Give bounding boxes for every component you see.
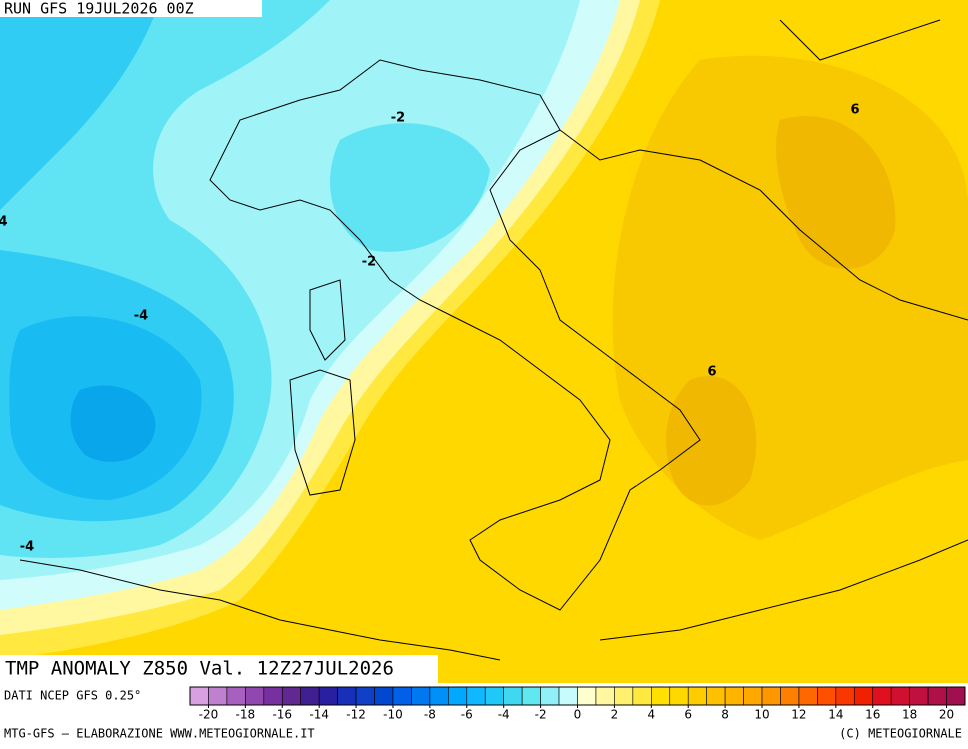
colorbar-box — [226, 686, 246, 706]
colorbar-box — [577, 686, 597, 706]
colorbar-tick-label: -2 — [535, 708, 547, 722]
colorbar-box — [374, 686, 394, 706]
colorbar-box — [724, 686, 744, 706]
colorbar-box — [595, 686, 615, 706]
colorbar-box — [817, 686, 837, 706]
colorbar-box — [189, 686, 209, 706]
footer-right: (C) METEOGIORNALE — [839, 727, 962, 741]
contour-label: 4 — [0, 215, 8, 230]
colorbar-box — [743, 686, 763, 706]
colorbar-box — [318, 686, 338, 706]
colorbar-box — [927, 686, 947, 706]
colorbar-box — [503, 686, 523, 706]
colorbar-box — [651, 686, 671, 706]
colorbar-tick-label: 2 — [611, 708, 619, 722]
colorbar-box — [466, 686, 486, 706]
colorbar: -20 -18 -16 -14 -12 -10 -8 -6 -4 -2 0 2 4 6 8 10 12 14 16 1… — [189, 686, 966, 722]
contour-label: -4 — [20, 540, 34, 555]
colorbar-tick-label: -8 — [424, 708, 436, 722]
colorbar-box — [798, 686, 818, 706]
colorbar-tick-label: 16 — [865, 708, 880, 722]
colorbar-box — [853, 686, 874, 706]
colorbar-tick-label: -10 — [383, 708, 403, 722]
colorbar-box — [835, 686, 855, 706]
map: -2 -2 -4 -4 6 6 4 — [0, 0, 968, 683]
source: DATI NCEP GFS 0.25° — [4, 689, 141, 703]
colorbar-box — [669, 686, 689, 706]
contour-label: 6 — [850, 103, 859, 118]
header-box — [0, 0, 262, 17]
footer-left: MTG-GFS — ELABORAZIONE WWW.METEOGIORNALE… — [4, 727, 315, 741]
colorbar-box — [872, 686, 892, 706]
colorbar-box — [355, 686, 375, 706]
colorbar-tick-label: -12 — [346, 708, 366, 722]
colorbar-tick-label: 18 — [902, 708, 917, 722]
colorbar-box — [706, 686, 726, 706]
colorbar-tick-label: -18 — [236, 708, 256, 722]
colorbar-tick-label: 4 — [647, 708, 655, 722]
colorbar-box — [890, 686, 910, 706]
colorbar-tick-label: 0 — [574, 708, 582, 722]
colorbar-box — [521, 686, 541, 706]
contour-label: -4 — [134, 309, 148, 324]
colorbar-box — [632, 686, 652, 706]
colorbar-tick-label: -4 — [498, 708, 510, 722]
title: TMP ANOMALY Z850 Val. 12Z27JUL2026 — [5, 658, 394, 680]
title-box — [0, 655, 438, 683]
colorbar-box — [687, 686, 707, 706]
colorbar-box — [761, 686, 781, 706]
colorbar-box — [484, 686, 504, 706]
colorbar-box — [263, 686, 283, 706]
colorbar-box — [411, 686, 431, 706]
colorbar-box — [780, 686, 800, 706]
colorbar-box — [540, 686, 560, 706]
contour-label: -2 — [391, 111, 405, 126]
colorbar-box — [300, 686, 320, 706]
colorbar-box — [337, 686, 357, 706]
colorbar-tick-label: 6 — [684, 708, 692, 722]
colorbar-box — [448, 686, 468, 706]
colorbar-box — [392, 686, 412, 706]
colorbar-box — [245, 686, 265, 706]
colorbar-tick-label: 20 — [939, 708, 954, 722]
colorbar-tick-label: 8 — [721, 708, 729, 722]
colorbar-tick-label: 12 — [791, 708, 806, 722]
colorbar-tick-label: -20 — [199, 708, 219, 722]
colorbar-box — [429, 686, 449, 706]
run-label: RUN GFS 19JUL2026 00Z — [4, 0, 194, 18]
colorbar-box — [208, 686, 228, 706]
colorbar-box — [946, 686, 966, 706]
contour-label: 6 — [707, 365, 716, 380]
colorbar-tick-label: -14 — [309, 708, 329, 722]
contour-label: -2 — [362, 255, 376, 270]
colorbar-tick-label: -16 — [272, 708, 292, 722]
colorbar-tick-label: 14 — [828, 708, 843, 722]
colorbar-tick-label: -6 — [461, 708, 473, 722]
colorbar-box — [909, 686, 929, 706]
colorbar-box — [281, 686, 302, 706]
colorbar-box — [558, 686, 578, 706]
colorbar-box — [614, 686, 634, 706]
colorbar-tick-label: 10 — [754, 708, 769, 722]
